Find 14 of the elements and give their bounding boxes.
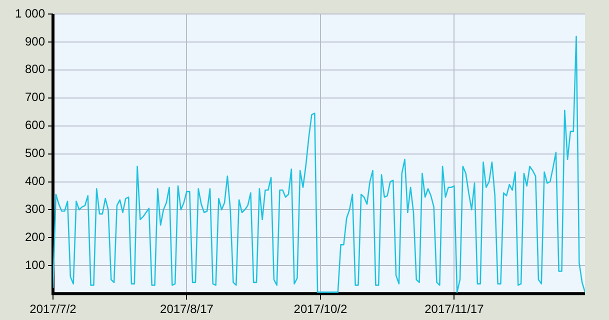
y-tick-label: 100 — [24, 258, 46, 272]
y-tick-label: 900 — [24, 34, 46, 48]
y-tick-label: 300 — [24, 202, 46, 216]
y-tick-label: 600 — [24, 118, 46, 132]
y-tick-label: 800 — [24, 62, 46, 76]
x-tick-label: 2017/7/2 — [30, 302, 77, 316]
y-tick-label: 500 — [24, 146, 46, 160]
x-tick-label: 2017/11/17 — [424, 302, 484, 316]
y-tick-label: 400 — [24, 174, 46, 188]
x-tick-label: 2017/8/17 — [160, 302, 214, 316]
y-tick-label: 700 — [24, 90, 46, 104]
y-tick-label: 200 — [24, 230, 46, 244]
x-tick-label: 2017/10/2 — [294, 302, 348, 316]
y-tick-label: 1 000 — [14, 6, 46, 20]
